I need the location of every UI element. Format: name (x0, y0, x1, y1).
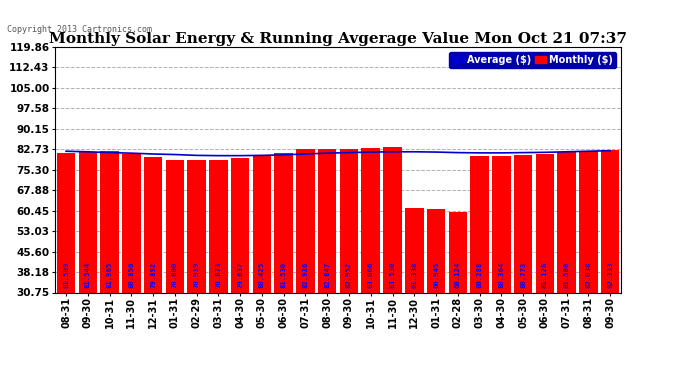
Text: 79.637: 79.637 (237, 262, 243, 288)
Bar (514, 154, 532, 375)
Text: Copyright 2013 Cartronics.com: Copyright 2013 Cartronics.com (7, 25, 152, 34)
Text: 78.880: 78.880 (172, 262, 178, 288)
Bar (231, 158, 249, 375)
Bar (79, 153, 97, 375)
Bar (492, 156, 511, 375)
Text: 80.364: 80.364 (498, 262, 504, 288)
Text: 82.952: 82.952 (346, 262, 352, 288)
Title: Monthly Solar Energy & Running Avgerage Value Mon Oct 21 07:37: Monthly Solar Energy & Running Avgerage … (49, 32, 627, 46)
Text: 82.333: 82.333 (607, 262, 613, 288)
Text: 79.892: 79.892 (150, 262, 156, 288)
Bar (471, 156, 489, 375)
Text: 80.425: 80.425 (259, 262, 265, 288)
Text: 80.773: 80.773 (520, 262, 526, 288)
Bar (601, 150, 620, 375)
Bar (57, 153, 75, 375)
Bar (362, 148, 380, 375)
Bar (558, 152, 576, 375)
Text: 60.124: 60.124 (455, 262, 461, 288)
Text: 81.965: 81.965 (106, 262, 112, 288)
Text: 81.530: 81.530 (281, 262, 287, 288)
Text: 81.509: 81.509 (63, 262, 69, 288)
Bar (188, 160, 206, 375)
Bar (209, 160, 228, 375)
Bar (579, 151, 598, 375)
Text: 80.288: 80.288 (477, 262, 482, 288)
Bar (144, 157, 162, 375)
Bar (122, 154, 141, 375)
Bar (100, 152, 119, 375)
Bar (383, 147, 402, 375)
Bar (427, 209, 445, 375)
Bar (405, 208, 424, 375)
Bar (275, 153, 293, 375)
Text: 83.530: 83.530 (389, 262, 395, 288)
Text: 78.919: 78.919 (194, 262, 199, 288)
Text: 82.936: 82.936 (302, 262, 308, 288)
Text: 78.873: 78.873 (215, 262, 221, 288)
Text: 83.066: 83.066 (368, 262, 374, 288)
Text: 81.126: 81.126 (542, 262, 548, 288)
Text: 80.856: 80.856 (128, 262, 135, 288)
Text: 82.847: 82.847 (324, 262, 331, 288)
Text: 81.544: 81.544 (85, 262, 91, 288)
Bar (253, 156, 271, 375)
Text: 81.586: 81.586 (564, 262, 570, 288)
Bar (166, 160, 184, 375)
Text: 60.945: 60.945 (433, 262, 439, 288)
Bar (535, 154, 554, 375)
Text: 82.038: 82.038 (585, 262, 591, 288)
Legend: Average ($), Monthly ($): Average ($), Monthly ($) (449, 52, 616, 68)
Text: 61.338: 61.338 (411, 262, 417, 288)
Bar (448, 211, 467, 375)
Bar (296, 148, 315, 375)
Bar (318, 149, 337, 375)
Bar (339, 148, 358, 375)
